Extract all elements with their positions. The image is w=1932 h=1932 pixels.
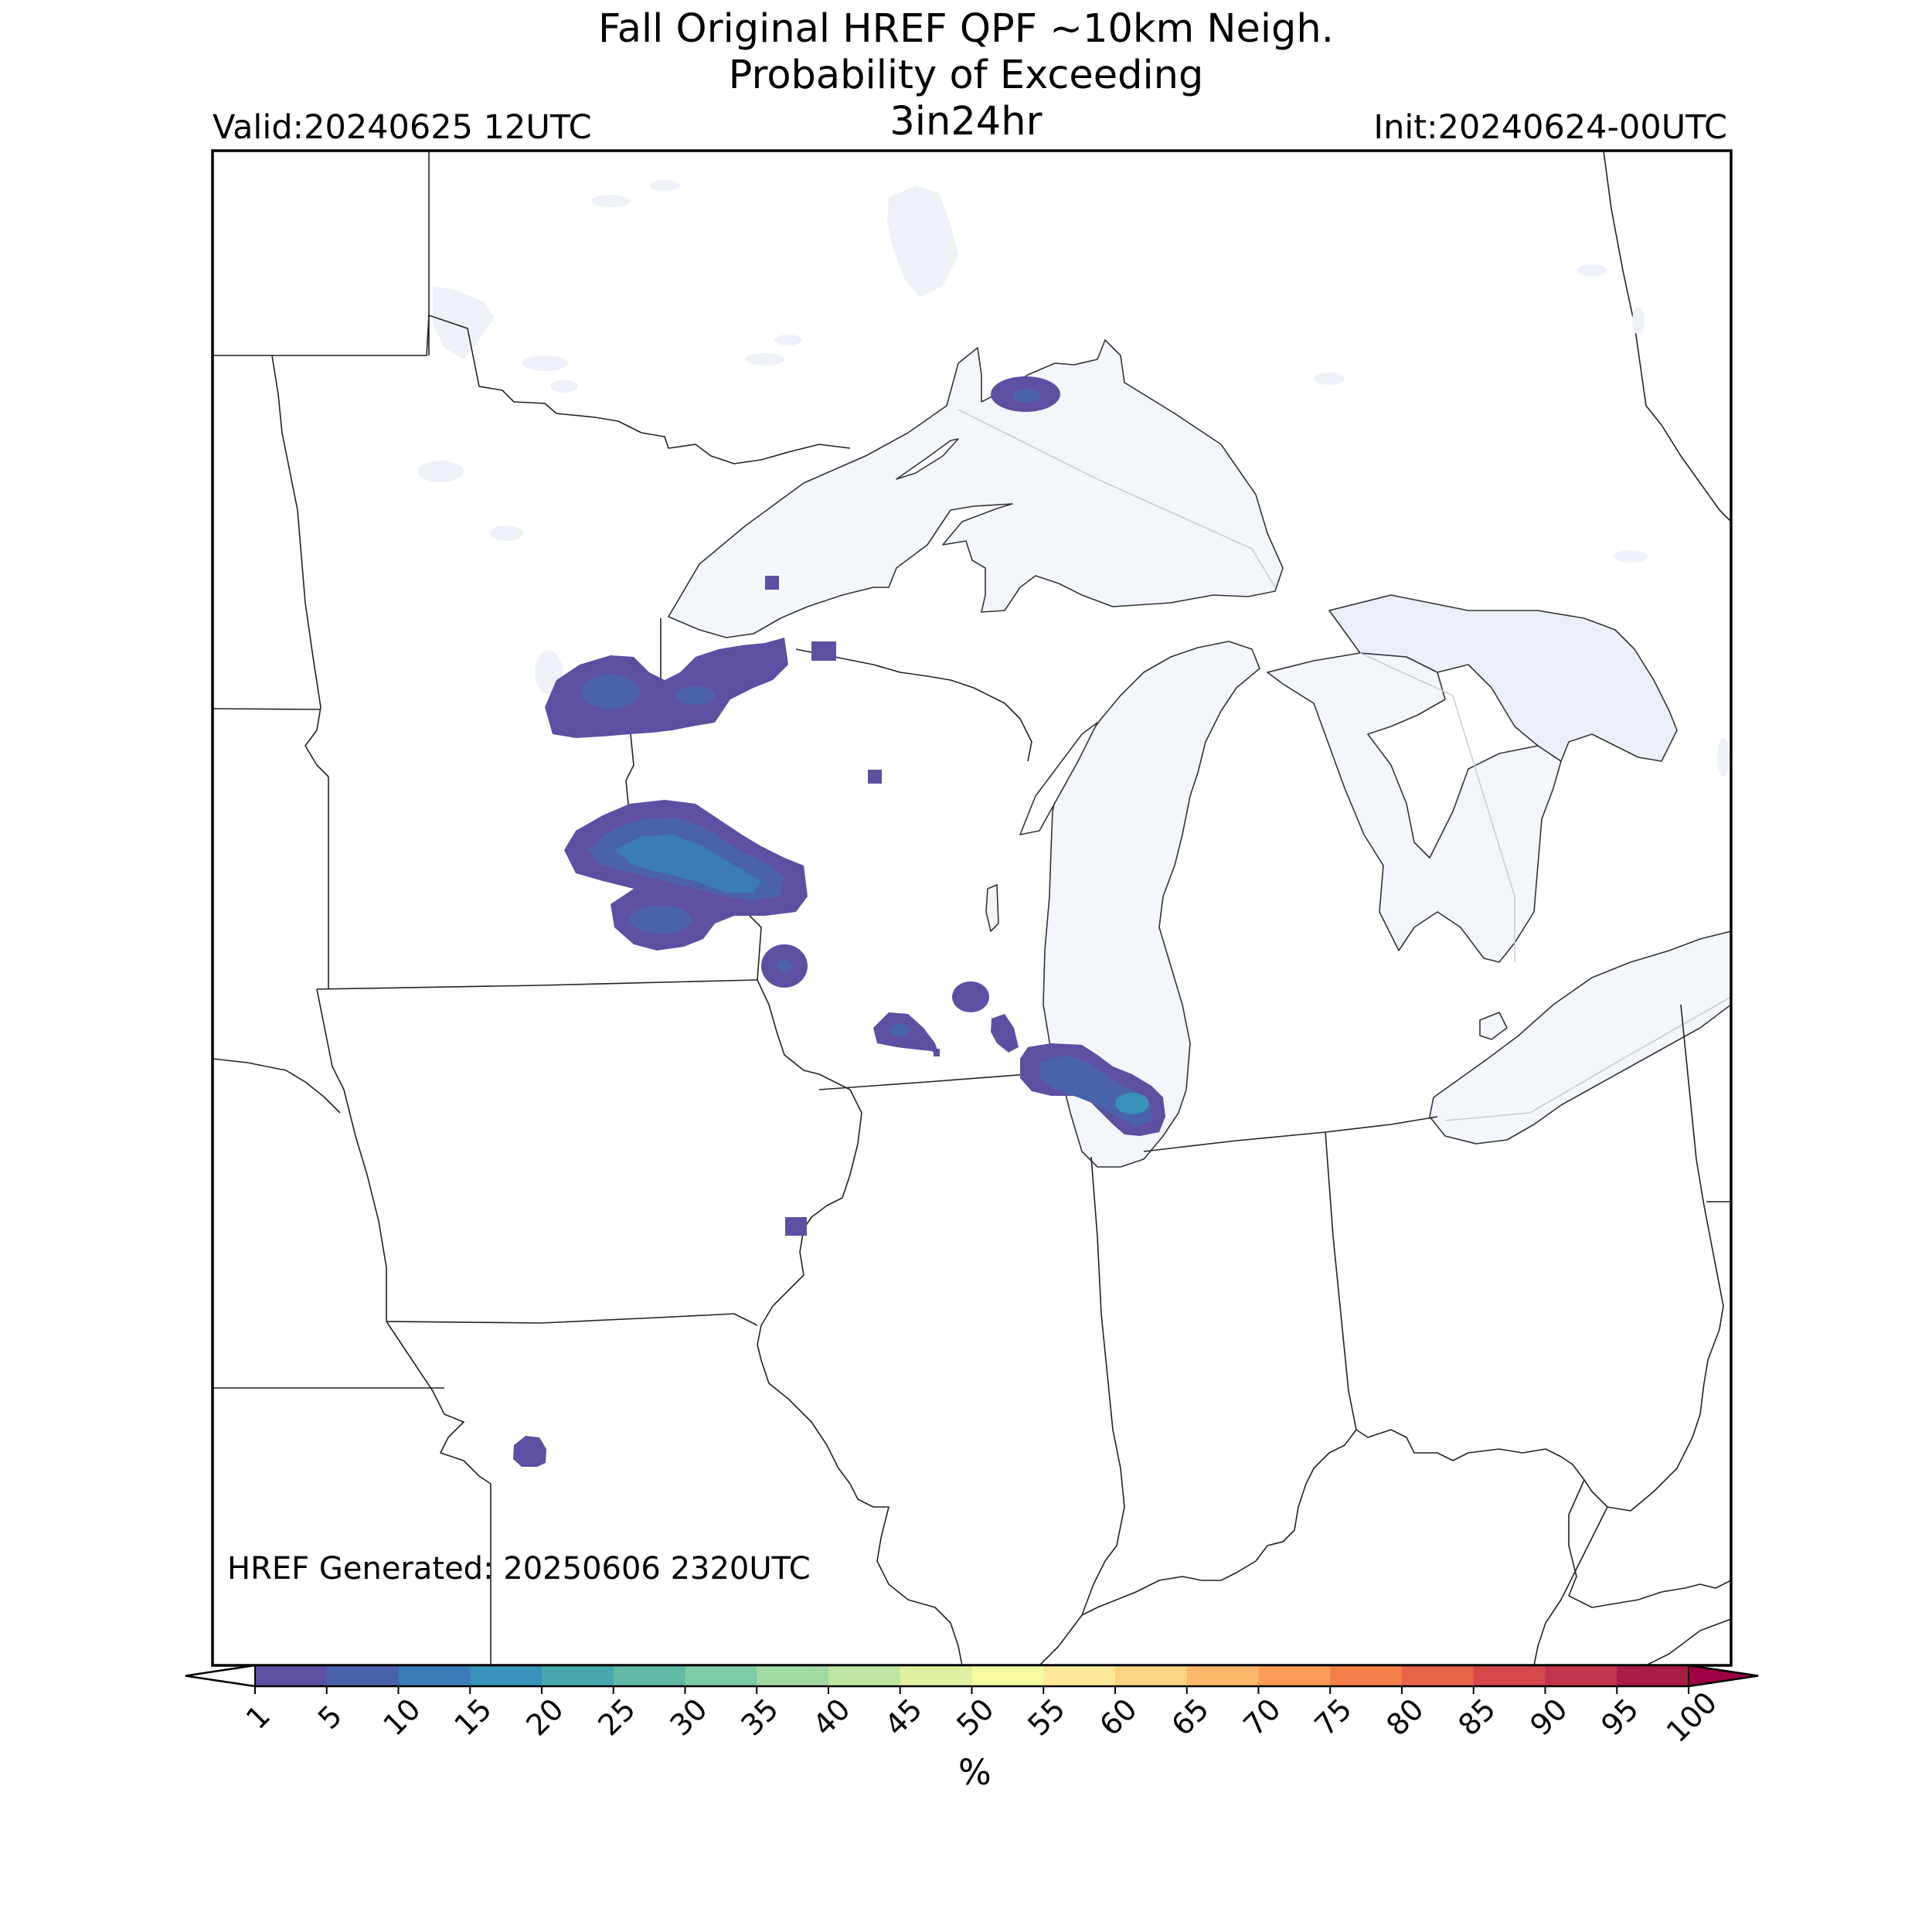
prob-speck-4	[934, 1049, 940, 1056]
border-ohio-river	[1355, 1305, 1724, 1512]
prob-high-central	[614, 835, 761, 893]
border-ky-tn-south	[1568, 1479, 1585, 1597]
colorbar-bin	[613, 1665, 686, 1686]
border-nebraska-missouri	[386, 1321, 492, 1485]
border-indiana-michigan	[1143, 1131, 1326, 1152]
colorbar-bin	[1330, 1665, 1403, 1686]
prob-area-swi-3	[991, 1014, 1019, 1053]
lake-huron	[1267, 652, 1562, 963]
prob-area-swi-2	[952, 981, 989, 1012]
border-minnesota-iowa	[316, 979, 758, 990]
prob-high-chicago	[1115, 1093, 1149, 1114]
probability-fields	[513, 376, 1165, 1467]
border-ontario-quebec	[1603, 151, 1731, 522]
colorbar-bin	[470, 1665, 543, 1686]
colorbar-bin	[326, 1665, 400, 1686]
prob-core-swi	[889, 1024, 911, 1036]
colorbar-bin	[1115, 1665, 1188, 1686]
isle-royale	[896, 438, 959, 480]
lake-superior	[668, 339, 1284, 638]
colorbar	[185, 1664, 1759, 1694]
lake-nipigon	[433, 286, 495, 359]
border-indiana-kentucky	[1081, 1429, 1357, 1616]
prob-speck-iowa	[785, 1217, 807, 1236]
water-boundaries	[957, 409, 1731, 1121]
colorbar-bin	[685, 1665, 757, 1686]
prob-core-superior	[1012, 389, 1040, 403]
georgian-bay	[1328, 594, 1678, 762]
colorbar-over-arrow	[1688, 1664, 1759, 1688]
prob-mid-central-south	[630, 906, 692, 934]
border-ohio-wv	[1533, 1506, 1608, 1665]
border-ohio-pennsylvania	[1680, 1004, 1724, 1307]
prob-core-northwest	[581, 675, 640, 709]
prob-speck-2	[811, 641, 836, 661]
valid-time-label: Valid:20240625 12UTC	[213, 108, 592, 147]
colorbar-bin	[1402, 1665, 1475, 1686]
colorbar-unit-label: %	[958, 1752, 992, 1793]
colorbar-bin	[828, 1665, 901, 1686]
border-ky-southern-outline	[1645, 1618, 1731, 1665]
colorbar-bin	[542, 1665, 614, 1686]
prob-area-missouri	[513, 1436, 546, 1467]
border-illinois-indiana	[1081, 1156, 1125, 1616]
colorbar-bin	[1545, 1665, 1617, 1686]
colorbar-bin	[757, 1665, 829, 1686]
init-time-label: Init:20240624-00UTC	[1373, 108, 1727, 147]
border-michigan-ohio	[1325, 1116, 1438, 1133]
border-south-dakota-nebraska	[213, 1058, 341, 1114]
colorbar-bin	[1617, 1665, 1689, 1686]
colorbar-under-arrow	[185, 1664, 256, 1688]
lakes	[433, 185, 1731, 1168]
border-ky-wv	[1568, 1580, 1731, 1608]
colorbar-bin	[1473, 1665, 1546, 1686]
colorbar-bin	[1258, 1665, 1331, 1686]
generated-timestamp: HREF Generated: 20250606 2320UTC	[227, 1551, 811, 1587]
green-bay	[1019, 722, 1098, 835]
map-title-line2: Probability of Exceeding	[728, 53, 1204, 98]
lake-erie	[1429, 930, 1731, 1145]
prob-core-northwest-2	[676, 686, 715, 705]
border-iowa-wisconsin-illinois	[757, 979, 963, 1665]
colorbar-bin	[1043, 1665, 1116, 1686]
colorbar-bin	[398, 1665, 471, 1686]
colorbar-bin	[1186, 1665, 1260, 1686]
prob-speck-3	[868, 770, 882, 784]
border-wisconsin-illinois	[818, 1071, 1060, 1090]
prob-core-se-mn	[777, 960, 792, 972]
border-illinois-kentucky	[1039, 1614, 1083, 1665]
border-canada-us	[213, 315, 851, 464]
border-north-dakota-minnesota	[271, 355, 329, 777]
border-iowa-south-dakota	[316, 988, 387, 1321]
lake-st-clair	[1479, 1012, 1508, 1040]
border-indiana-ohio	[1325, 1131, 1357, 1430]
map-title-line3: 3in24hr	[889, 99, 1043, 145]
colorbar-bin	[900, 1665, 973, 1686]
colorbar-bin	[971, 1665, 1044, 1686]
map-title-line1: Fall Original HREF QPF ~10km Neigh.	[598, 6, 1334, 52]
border-iowa-missouri	[386, 1313, 758, 1326]
prob-area-northwest	[545, 638, 788, 738]
prob-speck-1	[765, 576, 779, 590]
lake-winnipegosis-region	[887, 185, 958, 298]
colorbar-bin	[255, 1665, 328, 1686]
lake-winnebago	[985, 884, 999, 932]
border-wisconsin-michigan	[795, 648, 1032, 762]
